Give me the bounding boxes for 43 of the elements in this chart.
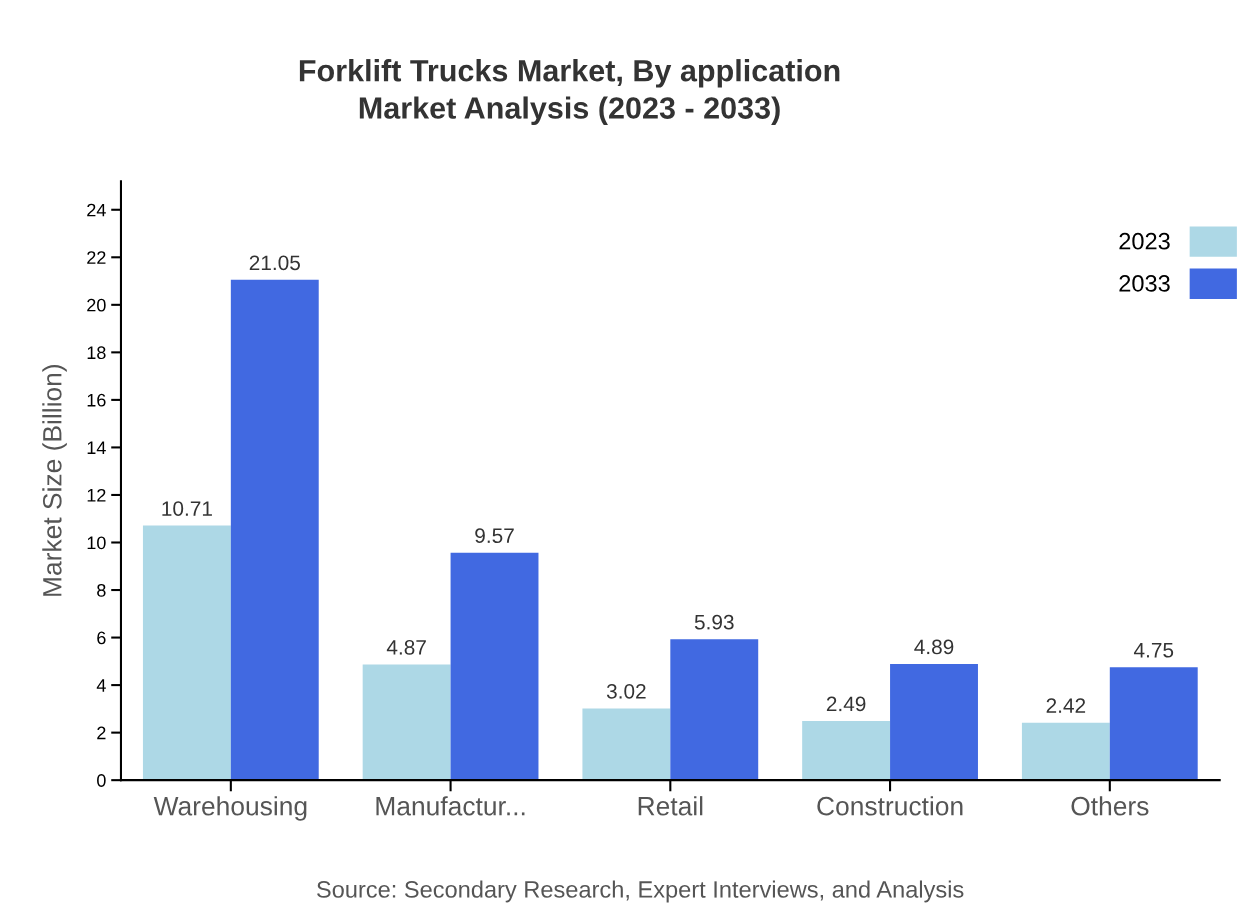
data-label: 5.93 [694,614,734,630]
y-tick-label: 18 [87,346,106,360]
data-label: 4.75 [1133,643,1174,658]
data-label: 2.42 [1046,698,1086,713]
chart-title: Forklift Trucks Market, By application Market Analysis (2023 - 2033) [299,59,840,125]
y-tick-label: 14 [87,441,106,454]
bar [582,708,671,781]
bar [802,720,891,781]
y-tick-label: 20 [87,298,106,312]
bar [450,552,539,781]
y-tick-label: 8 [97,583,106,597]
x-tick-label: Others [1071,796,1149,816]
y-tick-label: 4 [96,679,106,692]
bar [1021,722,1110,781]
bar [1109,667,1198,781]
bar [890,663,978,781]
x-tick-label: Retail [638,796,703,816]
x-tick-label: Construction [817,796,963,816]
bar [362,664,451,781]
bar [230,279,319,781]
legend-label: 2033 [1119,275,1170,292]
y-tick-label: 12 [87,488,106,502]
y-tick-label: 24 [87,203,106,217]
data-label: 10.71 [162,501,212,516]
x-tick-label: Warehousing [153,796,307,821]
y-tick-label: 0 [97,774,106,787]
y-tick-label: 22 [87,251,106,264]
data-label: 3.02 [606,683,646,699]
data-label: 4.89 [914,639,954,655]
y-tick-label: 6 [97,631,106,645]
bar [142,525,231,781]
legend-label: 2023 [1119,232,1170,250]
bar [670,639,759,781]
data-label: 21.05 [249,255,300,271]
source-note: Source: Secondary Research, Expert Interviews, and Analysis [317,880,964,903]
y-tick-label: 16 [87,393,106,407]
y-tick-label: 2 [97,726,106,740]
data-label: 9.57 [475,528,514,544]
y-tick-label: 10 [87,536,106,550]
data-label: 4.87 [386,639,426,655]
y-axis-title: Market Size (Billion) [42,365,67,596]
data-label: 2.49 [826,696,866,712]
x-tick-label: Manufactur... [376,796,525,816]
